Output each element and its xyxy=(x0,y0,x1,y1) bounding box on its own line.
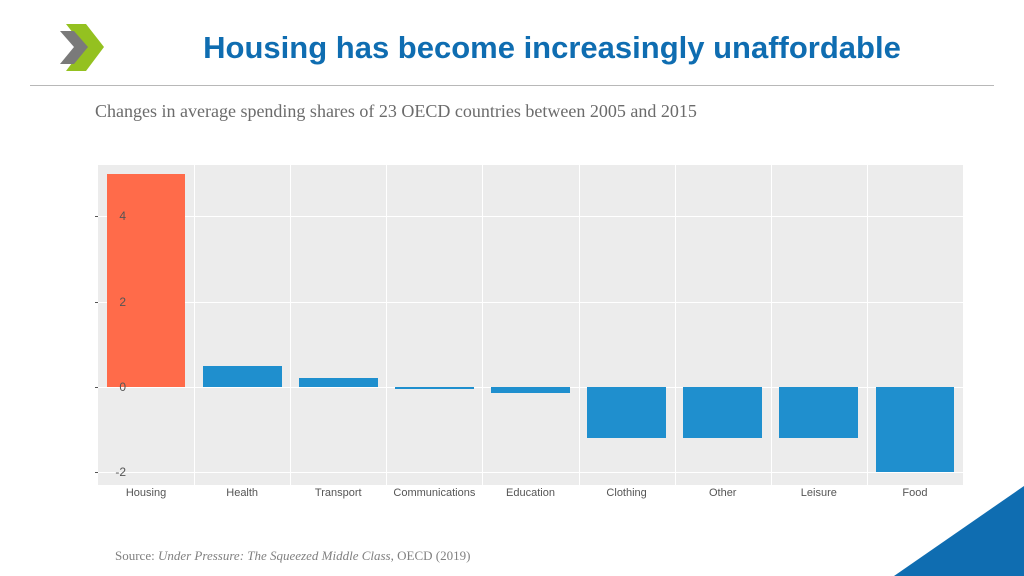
source-suffix: , OECD (2019) xyxy=(391,548,471,563)
bar-health xyxy=(203,366,282,387)
y-tick-label: 0 xyxy=(96,380,126,394)
bar-transport xyxy=(299,378,378,387)
source-prefix: Source: xyxy=(115,548,158,563)
x-tick-label: Other xyxy=(709,487,737,499)
y-tick-mark xyxy=(95,216,98,217)
chart-subtitle: Changes in average spending shares of 23… xyxy=(95,101,1024,122)
bar-other xyxy=(683,387,762,438)
bar-education xyxy=(491,387,570,393)
gridline xyxy=(290,165,291,485)
bar-chart: -2 0 2 4 Housing Health Transport Communication… xyxy=(68,165,968,505)
bar-communications xyxy=(395,387,474,389)
y-tick-label: 4 xyxy=(96,209,126,223)
gridline xyxy=(98,472,963,473)
x-tick-label: Housing xyxy=(126,487,166,499)
gridline xyxy=(771,165,772,485)
plot-area xyxy=(98,165,963,485)
corner-accent xyxy=(894,486,1024,576)
x-tick-label: Health xyxy=(226,487,258,499)
y-tick-mark xyxy=(95,472,98,473)
x-tick-label: Leisure xyxy=(801,487,837,499)
bar-leisure xyxy=(779,387,858,438)
oecd-chevron-logo xyxy=(60,20,120,75)
source-citation: Source: Under Pressure: The Squeezed Mid… xyxy=(115,548,470,564)
header: Housing has become increasingly unafford… xyxy=(30,0,994,86)
bar-clothing xyxy=(587,387,666,438)
y-tick-label: -2 xyxy=(96,465,126,479)
gridline xyxy=(482,165,483,485)
x-tick-label: Communications xyxy=(393,487,475,499)
y-tick-mark xyxy=(95,302,98,303)
gridline xyxy=(579,165,580,485)
gridline xyxy=(98,302,963,303)
gridline xyxy=(867,165,868,485)
y-tick-mark xyxy=(95,387,98,388)
gridline xyxy=(386,165,387,485)
bar-food xyxy=(876,387,955,472)
x-tick-label: Transport xyxy=(315,487,362,499)
bar-housing xyxy=(107,174,186,387)
x-tick-label: Clothing xyxy=(606,487,646,499)
gridline xyxy=(194,165,195,485)
page-title: Housing has become increasingly unafford… xyxy=(150,30,954,66)
y-tick-label: 2 xyxy=(96,295,126,309)
gridline xyxy=(675,165,676,485)
gridline xyxy=(98,216,963,217)
x-tick-label: Education xyxy=(506,487,555,499)
source-title: Under Pressure: The Squeezed Middle Clas… xyxy=(158,548,391,563)
